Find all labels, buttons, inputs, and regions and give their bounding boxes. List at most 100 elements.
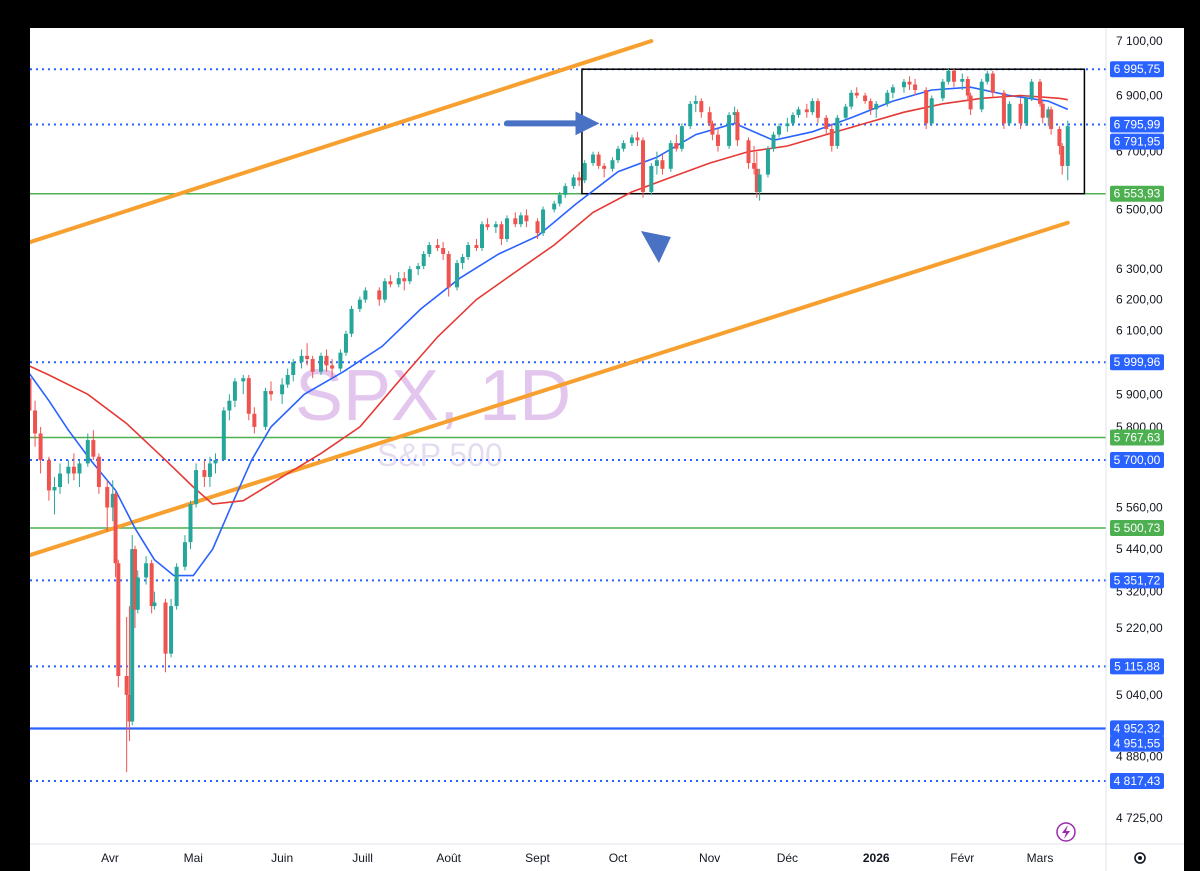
candle [318, 352, 323, 375]
candle [144, 556, 149, 585]
candle-body [629, 137, 634, 144]
candle [377, 287, 382, 306]
candle-body [363, 290, 368, 300]
candle [499, 221, 504, 246]
price-tag-label: 6 553,93 [1114, 187, 1161, 201]
candle [835, 114, 840, 149]
candle-body [291, 362, 296, 375]
gear-icon[interactable] [1134, 852, 1146, 864]
candle-body [241, 378, 246, 382]
candle-body [232, 381, 237, 401]
plot-area[interactable] [30, 39, 1106, 783]
channel-line [30, 39, 654, 245]
candle [252, 407, 257, 434]
price-tick-label: 6 500,00 [1116, 202, 1163, 216]
candle [629, 134, 634, 146]
candle-body [693, 101, 698, 104]
candle [754, 151, 759, 198]
candle-body [924, 89, 929, 124]
candle-body [668, 143, 673, 169]
candle-body [849, 92, 854, 107]
price-tag [1110, 658, 1164, 675]
candle [752, 145, 757, 175]
candle [602, 163, 607, 178]
price-tick-label: 6 200,00 [1116, 293, 1163, 307]
settings-button[interactable] [1134, 852, 1146, 864]
candle [804, 103, 809, 118]
candle-body [474, 245, 479, 249]
candle-body [338, 352, 343, 369]
price-tick-label: 6 900,00 [1116, 89, 1163, 103]
price-chart[interactable]: SPX, 1D S&P 500 7 100,006 900,006 700,00… [30, 28, 1184, 871]
candle-body [727, 114, 732, 146]
candle [504, 215, 509, 243]
annotations [503, 111, 671, 264]
price-tag-label: 6 795,99 [1114, 117, 1161, 131]
candle-body [863, 95, 868, 102]
price-tick-label: 4 880,00 [1116, 749, 1163, 763]
candle [688, 101, 693, 129]
sma-fast-line [30, 86, 1069, 577]
candle [110, 480, 115, 522]
candle [890, 84, 895, 99]
candle [732, 106, 737, 124]
price-tag [1110, 116, 1164, 133]
candle [174, 563, 179, 610]
candle [596, 151, 601, 169]
price-tag [1110, 773, 1164, 790]
candle [357, 296, 362, 312]
candle-body [552, 203, 557, 210]
candle-body [582, 163, 587, 181]
candle [221, 407, 226, 461]
candle-body [940, 81, 945, 99]
time-tick-label: Juill [352, 851, 373, 865]
candle-body [163, 602, 168, 654]
candle [349, 305, 354, 337]
candle [460, 254, 465, 270]
candle-body [71, 466, 76, 474]
candle-body [263, 391, 268, 427]
candle-body [979, 81, 984, 110]
candle-body [466, 245, 471, 258]
candle [91, 430, 96, 461]
price-tag-label: 5 500,73 [1114, 521, 1161, 535]
candle [868, 98, 873, 115]
candle-body [460, 257, 465, 264]
time-tick-label: Nov [699, 851, 720, 865]
chart-panel[interactable]: SPX, 1D S&P 500 7 100,00 6 900,00 6 700,00… [30, 28, 1184, 871]
candle [152, 591, 157, 610]
candle [571, 174, 576, 190]
candle-body [38, 433, 43, 461]
candle [635, 131, 640, 146]
price-tag [1110, 429, 1164, 446]
price-axis[interactable]: 7 100,006 900,006 700,006 500,006 300,00… [1116, 34, 1163, 825]
price-tick-label: 5 220,00 [1116, 621, 1163, 635]
candle [330, 359, 335, 379]
time-axis[interactable]: Avr Mai Juin Juill Août Sept Oct Nov Déc 2026 Févr… [101, 851, 1053, 865]
candle-body [596, 154, 601, 166]
candle-body [1018, 103, 1023, 124]
candle [979, 78, 984, 113]
replay-button[interactable] [1056, 822, 1076, 842]
candle-body [1040, 103, 1045, 118]
price-tick-label: 5 560,00 [1116, 501, 1163, 515]
lightning-icon-glyph [1062, 825, 1070, 839]
candle-body [343, 333, 348, 353]
candle-body [416, 266, 421, 270]
candle [1049, 106, 1054, 135]
candle [535, 218, 540, 240]
candle-body [660, 160, 665, 169]
candle [854, 87, 859, 99]
candle-body [810, 101, 815, 113]
candle-body [824, 117, 829, 129]
candle [699, 98, 704, 118]
candle [246, 374, 251, 421]
candle-body [280, 384, 285, 395]
candle [829, 123, 834, 152]
candle-body [732, 112, 737, 115]
candle [849, 89, 854, 110]
candle-body [901, 81, 906, 88]
candle [416, 263, 421, 276]
time-tick-label: Oct [609, 851, 628, 865]
candle-body [746, 140, 751, 164]
